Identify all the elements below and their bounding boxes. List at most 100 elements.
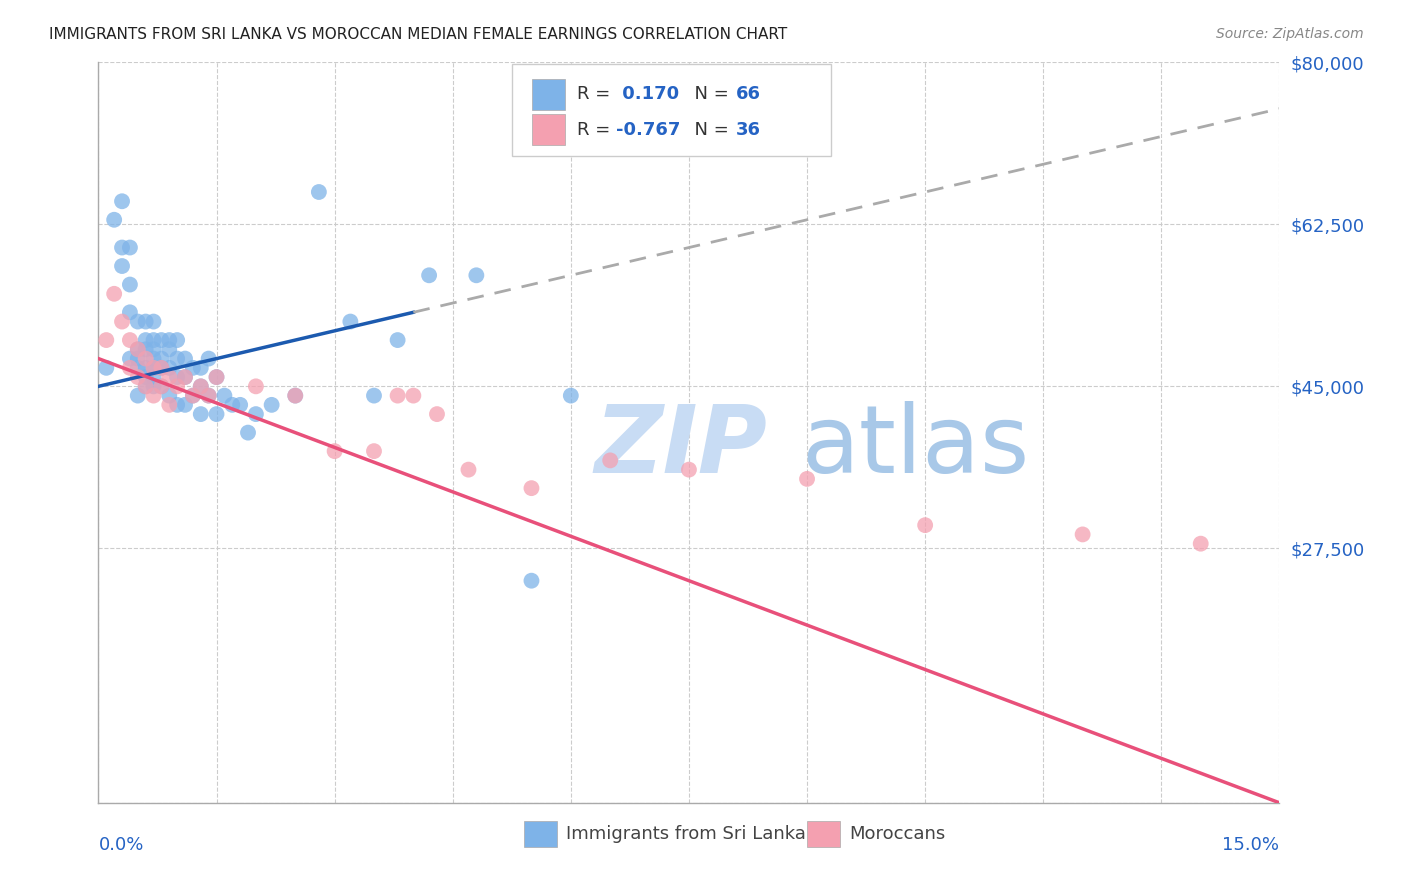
Point	[245, 407, 267, 421]
Text: R =: R =	[576, 120, 616, 139]
Point	[190, 407, 212, 421]
Point	[520, 481, 543, 495]
Text: Moroccans: Moroccans	[849, 825, 946, 843]
Point	[229, 398, 252, 412]
Point	[142, 343, 165, 357]
Point	[135, 379, 157, 393]
Point	[284, 388, 307, 402]
Point	[118, 305, 141, 319]
Point	[418, 268, 440, 283]
Point	[135, 379, 157, 393]
Point	[157, 370, 180, 384]
Point	[197, 388, 219, 402]
Point	[142, 388, 165, 402]
Point	[190, 360, 212, 375]
Point	[387, 333, 409, 347]
Point	[157, 388, 180, 402]
Point	[127, 351, 149, 366]
Point	[181, 388, 204, 402]
Text: -0.767: -0.767	[616, 120, 681, 139]
Text: R =: R =	[576, 86, 616, 103]
Point	[174, 370, 197, 384]
Point	[103, 212, 125, 227]
Point	[135, 314, 157, 328]
Point	[166, 379, 188, 393]
Point	[426, 407, 449, 421]
Point	[157, 398, 180, 412]
Point	[150, 351, 173, 366]
FancyBboxPatch shape	[523, 822, 557, 847]
Point	[284, 388, 307, 402]
Point	[260, 398, 283, 412]
Point	[111, 259, 134, 273]
Point	[166, 370, 188, 384]
Point	[118, 277, 141, 292]
Point	[1071, 527, 1094, 541]
Point	[127, 314, 149, 328]
Point	[135, 351, 157, 366]
FancyBboxPatch shape	[807, 822, 841, 847]
Point	[914, 518, 936, 533]
Point	[1189, 536, 1212, 550]
Point	[135, 343, 157, 357]
Point	[150, 379, 173, 393]
Text: IMMIGRANTS FROM SRI LANKA VS MOROCCAN MEDIAN FEMALE EARNINGS CORRELATION CHART: IMMIGRANTS FROM SRI LANKA VS MOROCCAN ME…	[49, 27, 787, 42]
Point	[118, 240, 141, 255]
Point	[308, 185, 330, 199]
Point	[142, 370, 165, 384]
Point	[96, 360, 118, 375]
FancyBboxPatch shape	[531, 114, 565, 145]
Point	[127, 343, 149, 357]
Point	[150, 379, 173, 393]
Point	[166, 333, 188, 347]
Point	[205, 407, 228, 421]
Text: 0.0%: 0.0%	[98, 836, 143, 855]
Point	[174, 398, 197, 412]
Point	[111, 314, 134, 328]
Point	[205, 370, 228, 384]
Point	[127, 388, 149, 402]
Point	[174, 351, 197, 366]
Point	[166, 398, 188, 412]
Point	[796, 472, 818, 486]
Text: 0.170: 0.170	[616, 86, 679, 103]
Point	[363, 444, 385, 458]
Point	[142, 314, 165, 328]
Point	[127, 343, 149, 357]
Point	[197, 388, 219, 402]
Point	[190, 379, 212, 393]
Text: 15.0%: 15.0%	[1222, 836, 1279, 855]
Point	[118, 351, 141, 366]
Point	[150, 360, 173, 375]
Point	[135, 360, 157, 375]
Point	[245, 379, 267, 393]
Point	[157, 333, 180, 347]
Point	[135, 333, 157, 347]
Point	[166, 351, 188, 366]
Point	[181, 360, 204, 375]
Point	[142, 360, 165, 375]
Point	[387, 388, 409, 402]
Point	[142, 379, 165, 393]
Point	[127, 370, 149, 384]
Point	[214, 388, 236, 402]
Text: N =: N =	[683, 86, 734, 103]
Point	[221, 398, 243, 412]
Point	[363, 388, 385, 402]
Point	[465, 268, 488, 283]
Point	[560, 388, 582, 402]
Point	[599, 453, 621, 467]
Point	[150, 360, 173, 375]
Point	[205, 370, 228, 384]
Point	[142, 351, 165, 366]
FancyBboxPatch shape	[512, 64, 831, 156]
Text: ZIP: ZIP	[595, 401, 768, 493]
Point	[142, 360, 165, 375]
FancyBboxPatch shape	[531, 78, 565, 110]
Text: Source: ZipAtlas.com: Source: ZipAtlas.com	[1216, 27, 1364, 41]
Text: 66: 66	[737, 86, 761, 103]
Point	[157, 360, 180, 375]
Text: atlas: atlas	[801, 401, 1029, 493]
Point	[118, 333, 141, 347]
Point	[127, 360, 149, 375]
